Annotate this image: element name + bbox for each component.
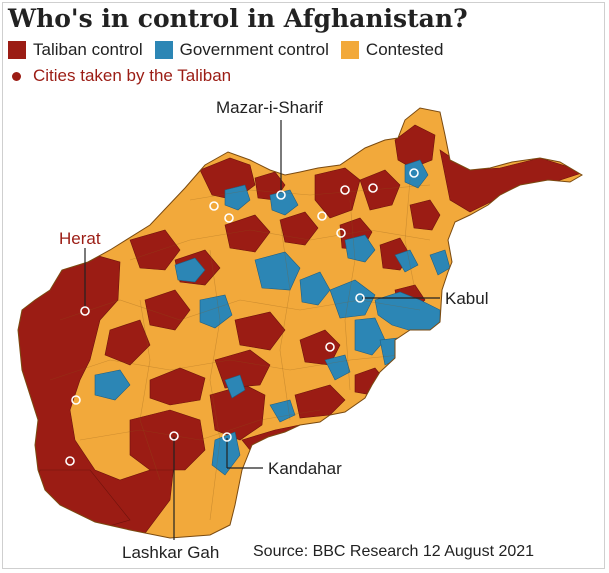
city-marker [71,395,81,405]
city-label-kabul: Kabul [445,289,489,308]
city-marker [209,201,219,211]
contested-swatch [340,41,359,59]
legend-item-taliban: Taliban control [8,40,143,60]
legend-label-taliban: Taliban control [33,40,143,59]
city-marker [222,432,232,442]
city-marker [409,168,419,178]
legend: Taliban control Government control Conte… [8,40,455,60]
city-marker [80,306,90,316]
city-marker [65,456,75,466]
city-label-lashkar: Lashkar Gah [122,543,220,562]
legend-label-government: Government control [179,40,329,59]
city-marker [336,228,346,238]
city-dot-icon [12,71,21,81]
taken-cities [65,168,419,466]
city-marker [340,185,350,195]
government-swatch [154,41,173,59]
city-label-kandahar: Kandahar [268,459,342,478]
country-outline [17,107,583,539]
legend-label-cities: Cities taken by the Taliban [33,66,232,85]
figure-frame [2,2,605,569]
taliban-regions [18,124,582,538]
city-label-herat: Herat [59,229,101,248]
taliban-swatch [8,41,26,59]
city-label-mazar: Mazar-i-Sharif [216,98,323,117]
source-note: Source: BBC Research 12 August 2021 [253,543,535,560]
city-marker [276,190,286,200]
leader-lines [84,120,440,540]
city-marker [169,431,179,441]
city-marker [224,213,234,223]
map-title: Who's in control in Afghanistan? [8,4,468,33]
district-borders [49,179,431,521]
city-marker [317,211,327,221]
legend-label-contested: Contested [365,40,444,59]
city-marker [368,183,378,193]
city-marker [325,342,335,352]
legend-cities: Cities taken by the Taliban [8,66,231,86]
city-marker [355,293,365,303]
legend-item-government: Government control [154,40,329,60]
government-regions [94,159,451,476]
legend-item-contested: Contested [340,40,444,60]
